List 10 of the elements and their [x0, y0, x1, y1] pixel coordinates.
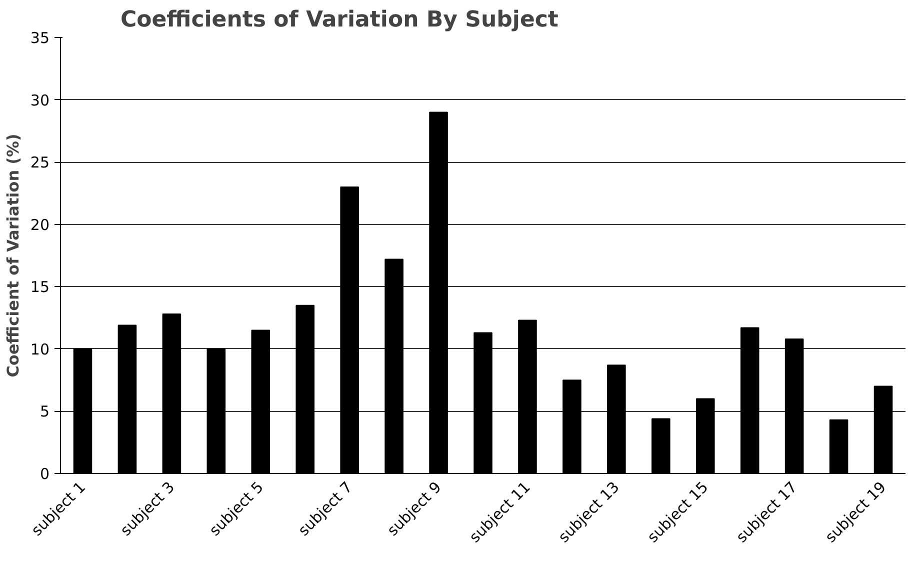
y-axis-title: Coefficient of Variation (%) — [3, 134, 22, 378]
y-tick-label: 15 — [30, 278, 50, 296]
y-tick-label: 25 — [30, 154, 50, 172]
y-tick-label: 35 — [30, 29, 50, 47]
y-tick-label: 0 — [40, 465, 50, 483]
y-tick-label: 30 — [30, 91, 50, 110]
y-tick-label: 5 — [40, 402, 50, 421]
chart-title: Coefficients of Variation By Subject — [120, 8, 559, 32]
y-tick-label: 20 — [30, 216, 50, 234]
y-tick-label: 10 — [30, 340, 50, 358]
